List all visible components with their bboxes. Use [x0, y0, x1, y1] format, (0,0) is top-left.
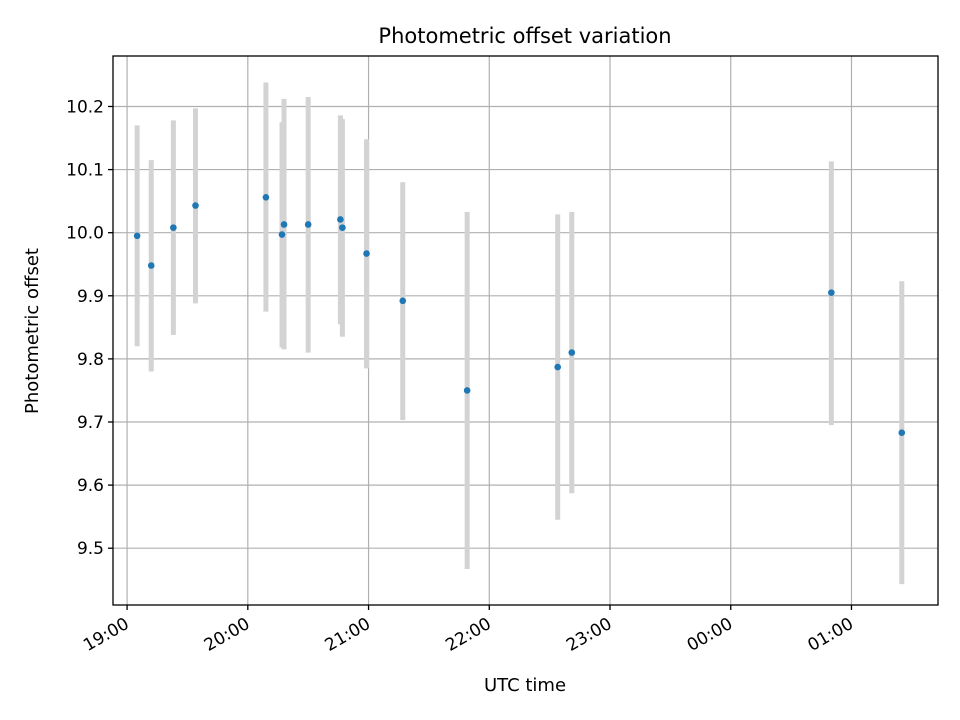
y-tick-label: 9.7	[77, 413, 104, 433]
y-axis-label: Photometric offset	[22, 248, 43, 414]
data-point	[280, 221, 288, 228]
chart-title: Photometric offset variation	[378, 24, 671, 48]
grid-lines	[113, 56, 938, 605]
data-point	[898, 429, 906, 437]
y-tick-label: 9.9	[77, 287, 104, 307]
x-tick-label: 00:00	[684, 614, 736, 656]
y-axis-ticks: 9.5 9.6 9.7 9.8 9.9 10.0 10.1 10.2	[66, 97, 113, 559]
y-tick-label: 10.0	[66, 224, 104, 244]
x-tick-label: 23:00	[563, 614, 615, 656]
y-tick-label: 9.6	[77, 476, 104, 496]
data-point	[339, 224, 346, 231]
x-axis-ticks: 19:00 20:00 21:00 22:00 23:00 00:00 01:00	[80, 605, 857, 656]
y-tick-label: 10.2	[66, 97, 104, 117]
x-tick-label: 21:00	[322, 614, 374, 656]
data-point	[304, 221, 312, 228]
data-point	[170, 224, 177, 231]
error-bars	[134, 82, 905, 585]
data-point	[399, 297, 407, 305]
plot-frame	[112, 55, 939, 606]
data-point	[133, 232, 141, 240]
data-point	[192, 202, 199, 209]
y-tick-label: 10.1	[66, 161, 104, 181]
data-point	[463, 387, 471, 394]
data-point	[363, 250, 370, 257]
data-point	[262, 194, 270, 201]
data-point	[828, 289, 835, 296]
data-point	[278, 231, 286, 238]
data-points	[133, 194, 906, 437]
x-tick-label: 19:00	[80, 614, 132, 656]
x-tick-label: 01:00	[805, 614, 857, 656]
data-point	[554, 363, 561, 371]
x-tick-label: 22:00	[442, 614, 494, 656]
x-axis-label: UTC time	[484, 675, 566, 696]
data-point	[337, 216, 344, 223]
data-point	[568, 349, 576, 356]
x-tick-label: 20:00	[201, 614, 253, 656]
data-point	[147, 262, 155, 269]
y-tick-label: 9.8	[77, 350, 104, 370]
y-tick-label: 9.5	[77, 539, 104, 559]
